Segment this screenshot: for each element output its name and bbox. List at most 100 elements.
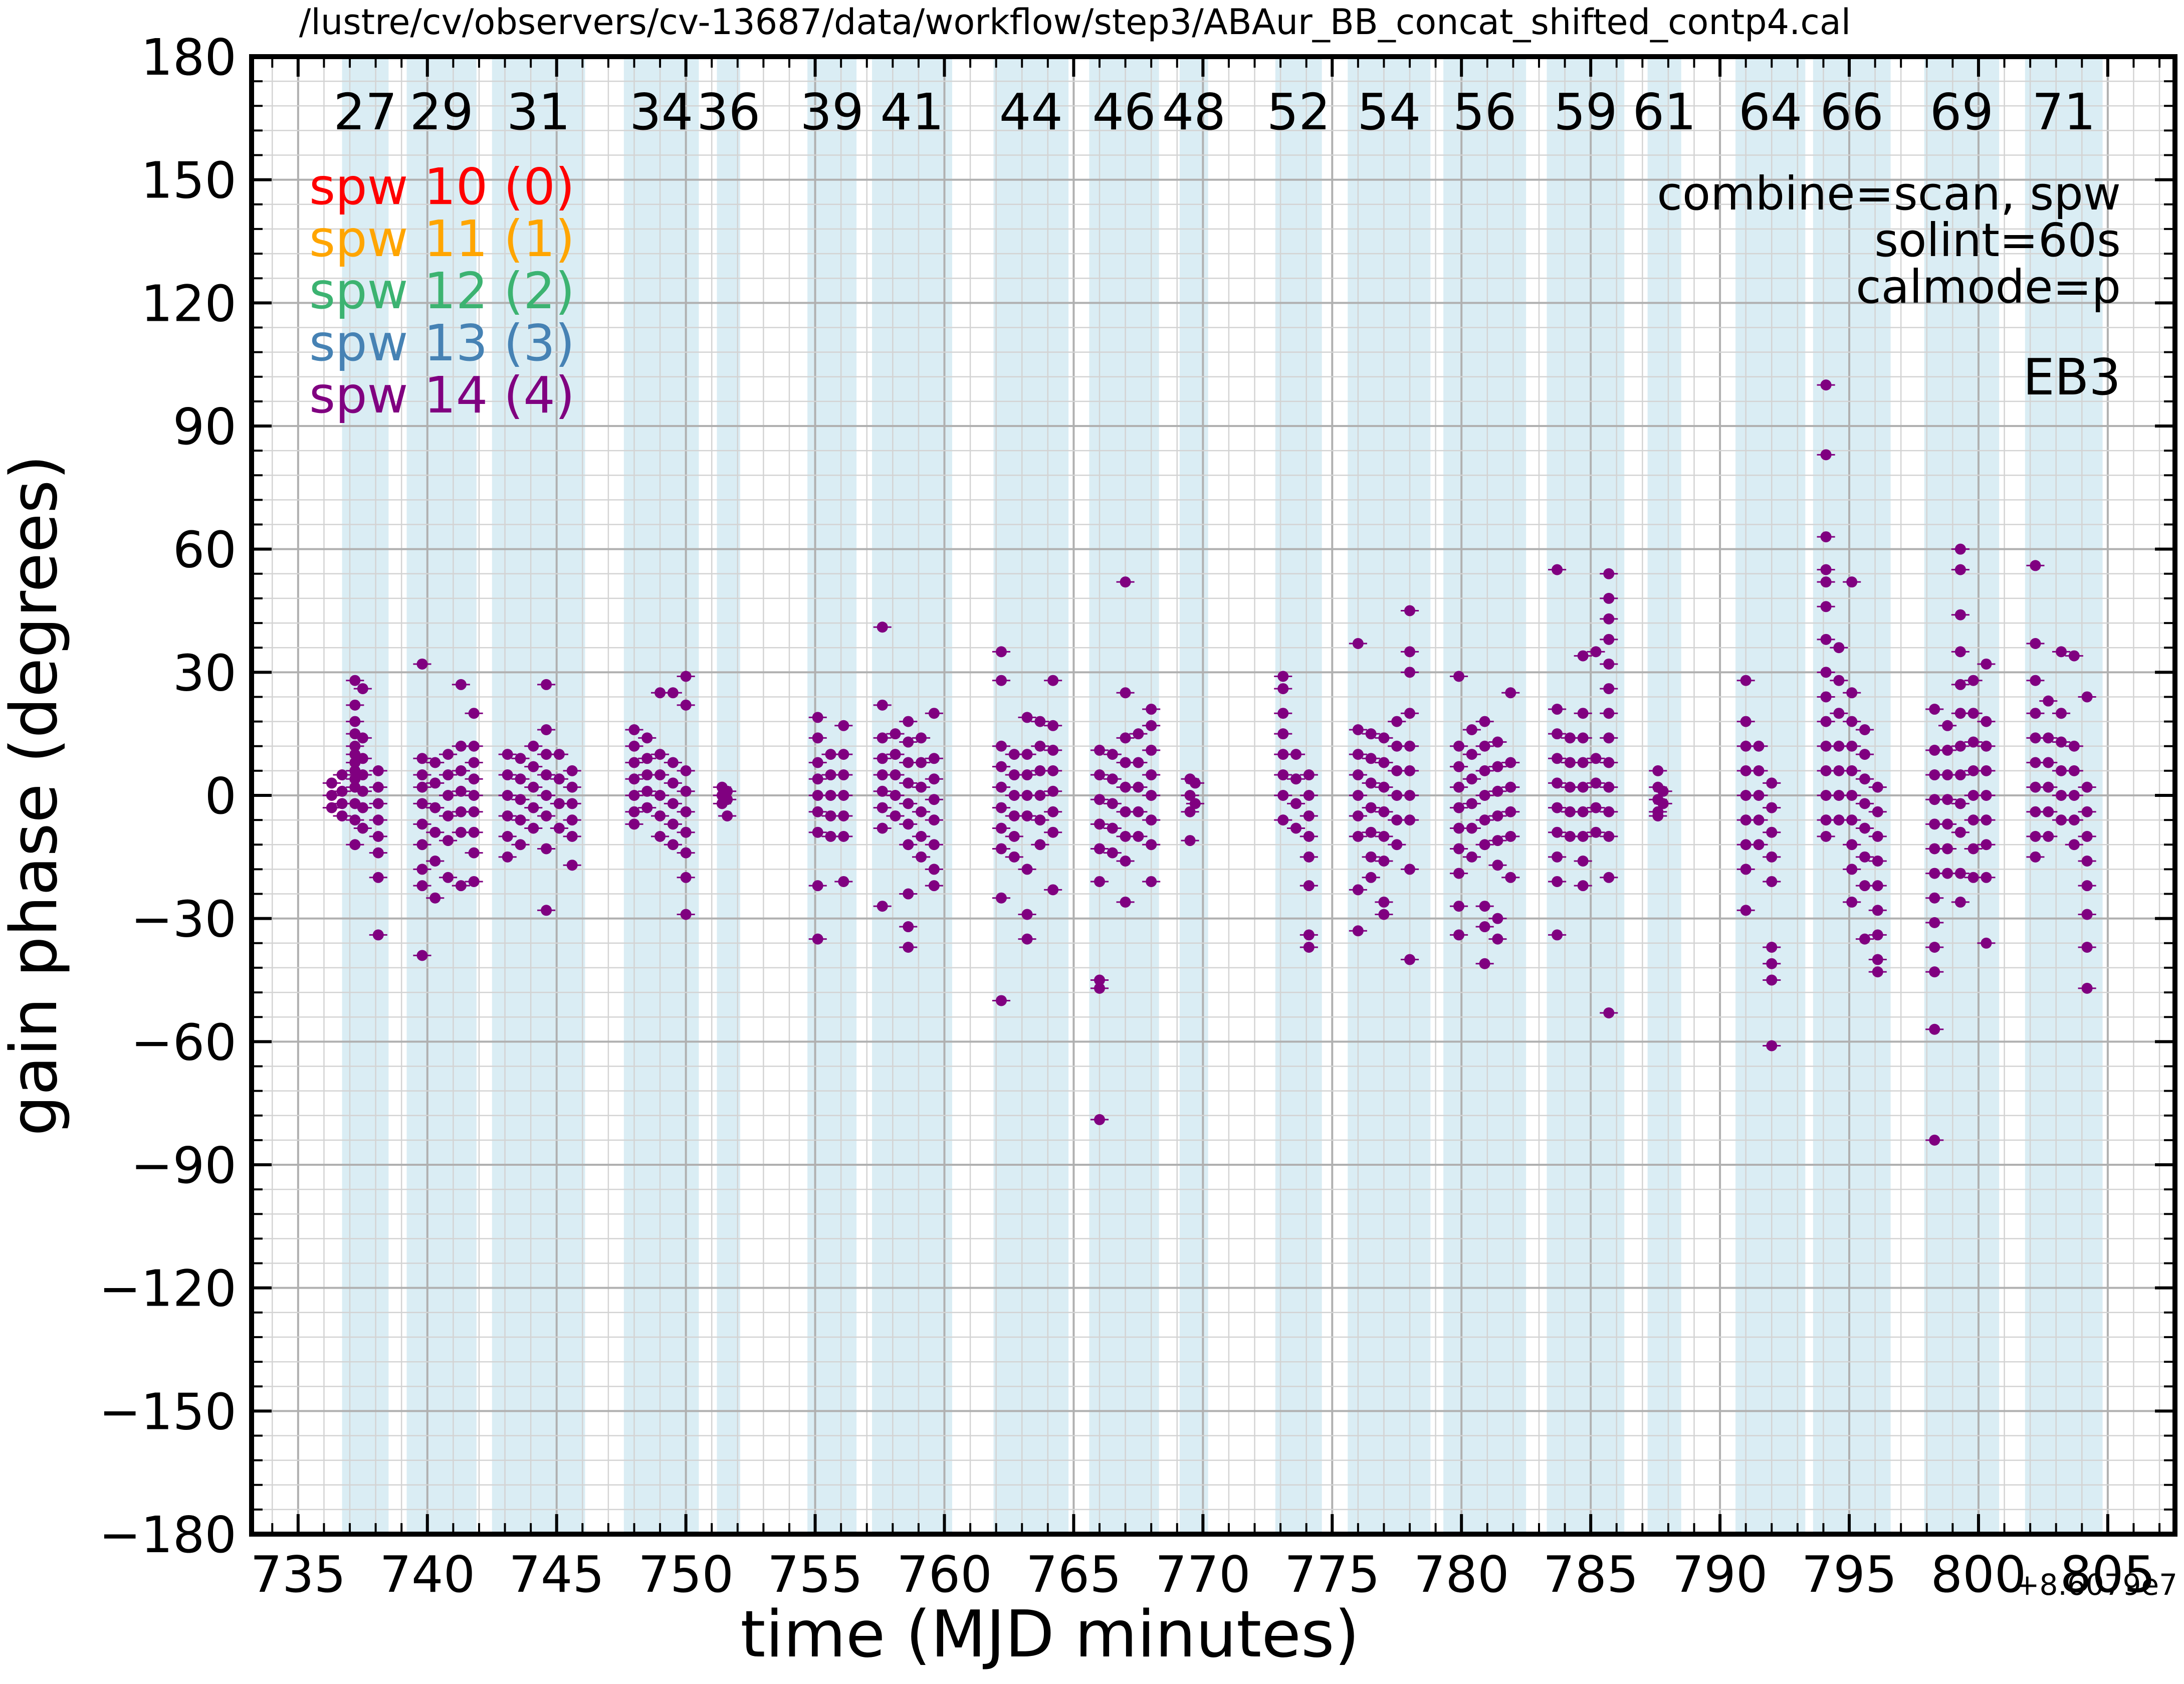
scan-label: 31 xyxy=(507,83,570,141)
data-point xyxy=(2030,806,2041,817)
data-point xyxy=(1753,740,1765,752)
data-point xyxy=(1120,732,1131,744)
data-point xyxy=(1352,830,1364,842)
data-point xyxy=(443,872,454,883)
data-point xyxy=(1453,671,1465,682)
x-tick-label: 795 xyxy=(1802,1545,1897,1604)
data-point xyxy=(2068,765,2080,776)
data-point xyxy=(680,806,692,817)
data-point xyxy=(2056,765,2067,776)
data-point xyxy=(553,798,565,809)
data-point xyxy=(903,798,914,809)
x-offset-label: +8.6079e7 xyxy=(2015,1568,2177,1602)
data-point xyxy=(443,769,454,781)
data-point xyxy=(1859,749,1870,760)
data-point xyxy=(1872,781,1883,793)
data-point xyxy=(1021,749,1033,760)
data-point xyxy=(541,724,552,735)
data-point xyxy=(812,712,823,723)
data-point xyxy=(1453,781,1465,793)
data-point xyxy=(877,769,888,781)
data-point xyxy=(1466,851,1477,863)
legend-entry: spw 14 (4) xyxy=(309,366,575,425)
data-point xyxy=(1846,864,1858,875)
data-point xyxy=(1929,769,1940,781)
data-point xyxy=(1846,814,1858,826)
data-point xyxy=(877,901,888,912)
data-point xyxy=(2068,790,2080,801)
data-point xyxy=(528,761,539,772)
data-point xyxy=(1942,794,1953,805)
scan-labels: 27 29 31 34 36 39 41 44 46 48 52 54 56 59 61 64 66 69 71 xyxy=(333,83,2095,141)
data-point xyxy=(1929,892,1940,904)
data-point xyxy=(357,753,368,764)
data-point xyxy=(1120,856,1131,867)
data-point xyxy=(2081,830,2093,842)
data-point xyxy=(1942,769,1953,781)
data-point xyxy=(2056,708,2067,719)
data-point xyxy=(1766,876,1778,887)
data-point xyxy=(1603,592,1615,604)
tick-labels: 735 740 745 750 755 760 765 770 775 780 785 790 795 8… xyxy=(99,28,2155,1604)
legend-entry: spw 12 (2) xyxy=(309,262,575,320)
data-point xyxy=(641,769,653,781)
data-point xyxy=(1094,843,1106,855)
data-point xyxy=(1766,802,1778,813)
data-point xyxy=(1833,642,1845,654)
data-point xyxy=(1290,749,1302,760)
data-point xyxy=(372,929,384,941)
data-point xyxy=(1753,765,1765,776)
data-point xyxy=(628,757,640,768)
data-point xyxy=(1466,749,1477,760)
data-point xyxy=(2030,675,2041,686)
data-point xyxy=(515,753,526,764)
data-point xyxy=(1120,806,1131,817)
data-point xyxy=(1552,777,1563,789)
scan-label: 59 xyxy=(1554,83,1617,141)
data-point xyxy=(553,773,565,785)
data-point xyxy=(1378,896,1390,908)
data-point xyxy=(1820,740,1832,752)
data-point xyxy=(903,736,914,748)
data-point xyxy=(1021,864,1033,875)
legend-entry: spw 11 (1) xyxy=(309,209,575,268)
data-point xyxy=(1492,810,1503,821)
data-point xyxy=(1552,851,1563,863)
y-tick-label: 90 xyxy=(173,397,237,456)
data-point xyxy=(566,798,578,809)
data-point xyxy=(995,995,1007,1006)
data-point xyxy=(667,687,679,699)
data-point xyxy=(1753,814,1765,826)
data-point xyxy=(515,839,526,851)
data-point xyxy=(877,802,888,813)
data-point xyxy=(1859,933,1870,945)
legend: spw 10 (0)spw 11 (1)spw 12 (2)spw 13 (3)… xyxy=(309,157,575,425)
data-point xyxy=(2056,736,2067,748)
data-point xyxy=(1133,757,1144,768)
data-point xyxy=(2030,708,2041,719)
x-tick-label: 760 xyxy=(897,1545,992,1604)
data-point xyxy=(1590,826,1602,838)
data-point xyxy=(838,790,849,801)
data-point xyxy=(1034,790,1046,801)
data-point xyxy=(1404,646,1416,658)
data-point xyxy=(2081,781,2093,793)
data-point xyxy=(1453,929,1465,941)
data-point xyxy=(349,699,361,711)
data-point xyxy=(1833,708,1845,719)
scan-label: 44 xyxy=(999,83,1063,141)
scan-label: 52 xyxy=(1267,83,1331,141)
data-point xyxy=(1365,872,1377,883)
data-point xyxy=(1008,769,1020,781)
data-point xyxy=(1872,806,1883,817)
data-point xyxy=(528,802,539,813)
data-point xyxy=(372,765,384,776)
data-point xyxy=(1146,876,1157,887)
data-point xyxy=(1034,765,1046,776)
data-point xyxy=(528,822,539,834)
data-point xyxy=(1577,806,1589,817)
data-point xyxy=(1577,650,1589,662)
data-point xyxy=(654,810,666,821)
data-points xyxy=(322,379,2096,1146)
data-point xyxy=(1453,740,1465,752)
